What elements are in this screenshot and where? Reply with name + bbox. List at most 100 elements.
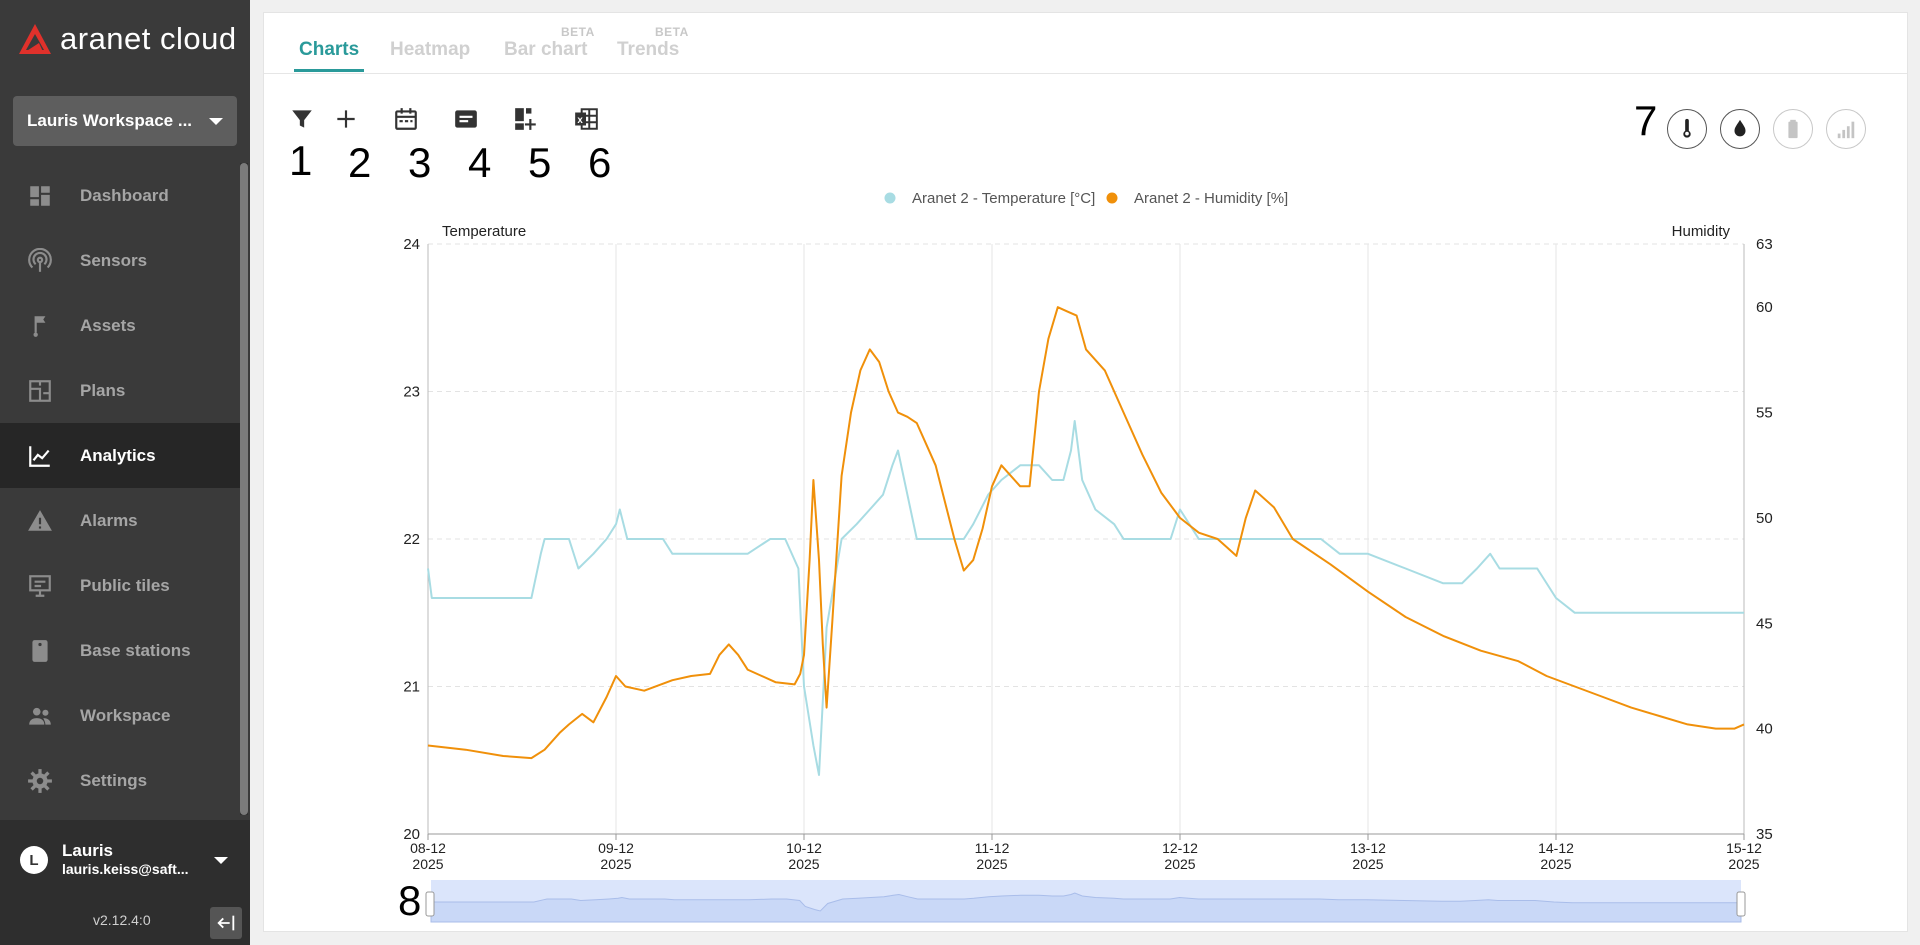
sidebar-item-dashboard[interactable]: Dashboard <box>0 163 240 228</box>
right-tick-label: 40 <box>1756 721 1773 738</box>
sidebar-nav: Dashboard Sensors Assets Plans Analytics <box>0 163 240 813</box>
user-email: lauris.keiss@saft... <box>62 861 189 877</box>
add-widget-icon <box>515 108 536 130</box>
excel-export-button[interactable]: x <box>570 103 602 135</box>
sidebar-scrollbar[interactable] <box>240 163 248 815</box>
caret-down-icon <box>214 856 228 864</box>
right-tick-label: 50 <box>1756 510 1773 527</box>
tab-bar-chart[interactable]: Bar chart <box>504 39 588 60</box>
tab-trends[interactable]: Trends <box>617 39 680 60</box>
tab-charts[interactable]: Charts <box>299 39 360 60</box>
analytics-tabs: Charts Heatmap Bar chart BETA Trends BET… <box>264 13 1907 74</box>
app-version: v2.12.4:0 <box>93 912 151 928</box>
sidebar-item-alarms[interactable]: Alarms <box>0 488 240 553</box>
filter-icon <box>292 110 312 128</box>
sidebar-item-label: Public tiles <box>80 575 170 595</box>
x-tick-year: 2025 <box>600 856 631 872</box>
sidebar-item-label: Analytics <box>80 445 156 465</box>
sidebar-item-label: Sensors <box>80 250 148 270</box>
humidity-drop-icon <box>1734 119 1746 137</box>
temperature-series-line <box>427 420 1744 776</box>
chart-legend: Aranet 2 - Temperature [°C] Aranet 2 - H… <box>884 190 1288 207</box>
legend-humidity-label[interactable]: Aranet 2 - Humidity [%] <box>1134 190 1288 207</box>
filter-button[interactable] <box>286 103 318 135</box>
add-widget-button[interactable] <box>510 103 542 135</box>
aranet-logo-icon <box>19 24 51 54</box>
signal-icon <box>1837 121 1855 139</box>
beta-badge: BETA <box>655 25 689 39</box>
time-range-navigator[interactable] <box>425 880 1746 923</box>
workspace-select[interactable]: Lauris Workspace ... <box>13 96 237 146</box>
settings-icon <box>26 767 54 795</box>
humidity-series-line <box>427 306 1745 760</box>
user-menu[interactable]: L Lauris lauris.keiss@saft... <box>0 820 250 900</box>
x-tick-date: 12-12 <box>1162 840 1198 856</box>
right-tick-label: 60 <box>1756 299 1773 316</box>
annotation-2: 2 <box>348 139 372 186</box>
beta-badge: BETA <box>561 25 595 39</box>
sidebar-item-label: Plans <box>80 380 126 400</box>
excel-export-icon: x <box>575 108 598 130</box>
plans-icon <box>26 377 54 405</box>
right-tick-label: 63 <box>1756 236 1773 253</box>
sidebar-item-analytics[interactable]: Analytics <box>0 423 240 488</box>
series-lines <box>427 306 1745 776</box>
legend-temperature-swatch <box>884 192 896 204</box>
left-axis-label: Temperature <box>442 223 526 240</box>
sidebar-item-settings[interactable]: Settings <box>0 748 240 813</box>
sidebar-item-base-stations[interactable]: Base stations <box>0 618 240 683</box>
left-tick-label: 20 <box>403 826 420 843</box>
battery-metric-button[interactable] <box>1773 109 1813 149</box>
legend-temperature-label[interactable]: Aranet 2 - Temperature [°C] <box>912 190 1095 207</box>
sidebar-item-plans[interactable]: Plans <box>0 358 240 423</box>
sidebar-item-workspace[interactable]: Workspace <box>0 683 240 748</box>
left-tick-label: 24 <box>403 236 420 253</box>
main-panel: Charts Heatmap Bar chart BETA Trends BET… <box>263 12 1908 932</box>
add-button[interactable] <box>330 103 362 135</box>
sidebar-item-sensors[interactable]: Sensors <box>0 228 240 293</box>
x-axis-ticks: 08-12202509-12202510-12202511-12202512-1… <box>410 834 1762 872</box>
x-tick-year: 2025 <box>1540 856 1571 872</box>
collapse-sidebar-button[interactable] <box>210 907 242 939</box>
humidity-metric-button[interactable] <box>1720 109 1760 149</box>
x-tick-year: 2025 <box>1352 856 1383 872</box>
right-axis-label: Humidity <box>1672 223 1731 240</box>
sidebar-item-label: Alarms <box>80 510 138 530</box>
right-tick-label: 45 <box>1756 615 1773 632</box>
x-tick-date: 08-12 <box>410 840 446 856</box>
sidebar-item-label: Settings <box>80 770 148 790</box>
x-tick-year: 2025 <box>412 856 443 872</box>
assets-icon <box>26 312 54 340</box>
calendar-icon <box>395 108 417 130</box>
left-tick-label: 21 <box>403 679 420 696</box>
chart-grid <box>427 243 1745 835</box>
x-tick-date: 09-12 <box>598 840 634 856</box>
navigator-left-handle <box>425 891 435 917</box>
sensor-line-chart[interactable]: Aranet 2 - Temperature [°C] Aranet 2 - H… <box>263 12 1908 932</box>
navigator-area <box>430 892 1742 923</box>
left-axis-ticks: 20 21 22 23 24 <box>403 236 420 843</box>
annotation-3: 3 <box>408 139 432 186</box>
svg-text:x: x <box>577 115 583 126</box>
x-tick-date: 14-12 <box>1538 840 1574 856</box>
annotation-4: 4 <box>468 139 492 186</box>
signal-metric-button[interactable] <box>1826 109 1866 149</box>
caret-down-icon <box>209 117 223 125</box>
logo-text: aranet cloud <box>60 21 237 56</box>
notes-button[interactable] <box>450 103 482 135</box>
public-tiles-icon <box>26 572 54 600</box>
annotation-5: 5 <box>528 139 552 186</box>
annotation-1: 1 <box>289 137 313 184</box>
app-logo[interactable]: aranet cloud <box>18 18 237 60</box>
left-tick-label: 22 <box>403 531 420 548</box>
sidebar-item-public-tiles[interactable]: Public tiles <box>0 553 240 618</box>
sidebar-item-label: Workspace <box>80 705 171 725</box>
annotation-8: 8 <box>398 877 422 924</box>
calendar-button[interactable] <box>390 103 422 135</box>
sidebar-item-assets[interactable]: Assets <box>0 293 240 358</box>
navigator-right-handle <box>1736 891 1746 917</box>
temperature-metric-button[interactable] <box>1667 109 1707 149</box>
sidebar-item-label: Base stations <box>80 640 191 660</box>
left-tick-label: 23 <box>403 384 420 401</box>
tab-heatmap[interactable]: Heatmap <box>390 39 471 60</box>
